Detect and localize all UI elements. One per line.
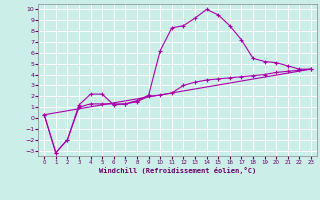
X-axis label: Windchill (Refroidissement éolien,°C): Windchill (Refroidissement éolien,°C) xyxy=(99,167,256,174)
